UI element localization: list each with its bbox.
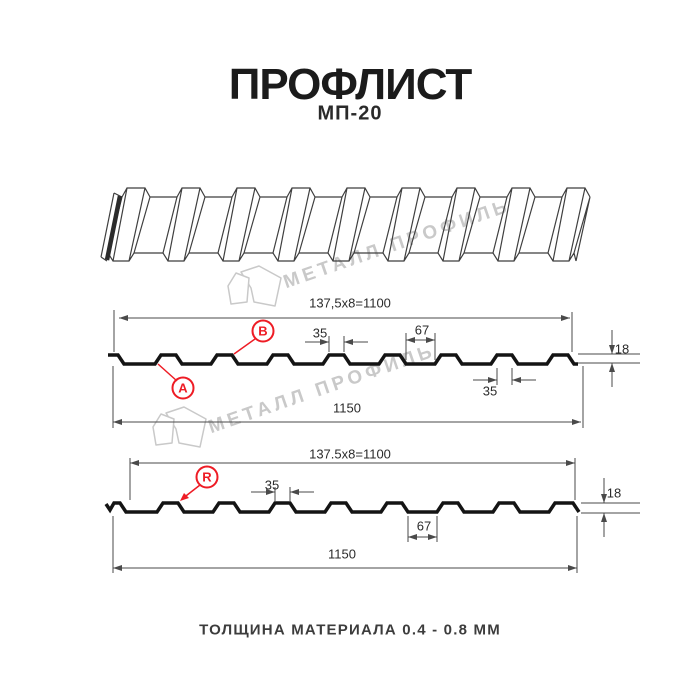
dim-bottom-valley-width: 67 <box>416 518 432 534</box>
point-label-a: A <box>171 376 195 400</box>
watermark-logo-upper <box>227 265 282 307</box>
profile-bottom-dimension-arrows <box>113 460 607 571</box>
profile-bottom-section <box>104 501 581 514</box>
page-title: ПРОФЛИСТ <box>228 60 473 109</box>
dim-bottom-rib-width: 35 <box>264 477 280 493</box>
sheet-3d-view <box>100 187 591 262</box>
profile-top-dimension-lines <box>112 310 640 428</box>
sheet-cut-edge <box>104 195 123 261</box>
dim-bottom-module-width: 137.5x8=1100 <box>309 446 391 462</box>
material-thickness-note: ТОЛЩИНА МАТЕРИАЛА 0.4 - 0.8 ММ <box>199 621 501 639</box>
dim-top-overall-width: 1150 <box>333 400 361 416</box>
point-label-b: B <box>251 319 275 343</box>
dim-top-rib-width: 35 <box>312 325 328 341</box>
watermark-logo-lower <box>152 406 207 448</box>
point-label-r: R <box>195 465 219 489</box>
dim-top-rib-width-right: 35 <box>482 383 498 399</box>
dim-top-module-width: 137,5x8=1100 <box>309 295 391 311</box>
profile-bottom-dimension-lines <box>112 458 640 573</box>
profile-top-section <box>108 353 578 366</box>
dim-top-valley-width: 67 <box>414 322 430 338</box>
profile-top-dimension-arrows <box>113 315 615 425</box>
dim-top-height: 18 <box>614 341 630 357</box>
dim-bottom-height: 18 <box>606 485 622 501</box>
profile-model-subtitle: МП-20 <box>317 102 383 125</box>
dim-bottom-overall-width: 1150 <box>328 546 356 562</box>
point-label-r-arrowhead <box>180 493 189 501</box>
